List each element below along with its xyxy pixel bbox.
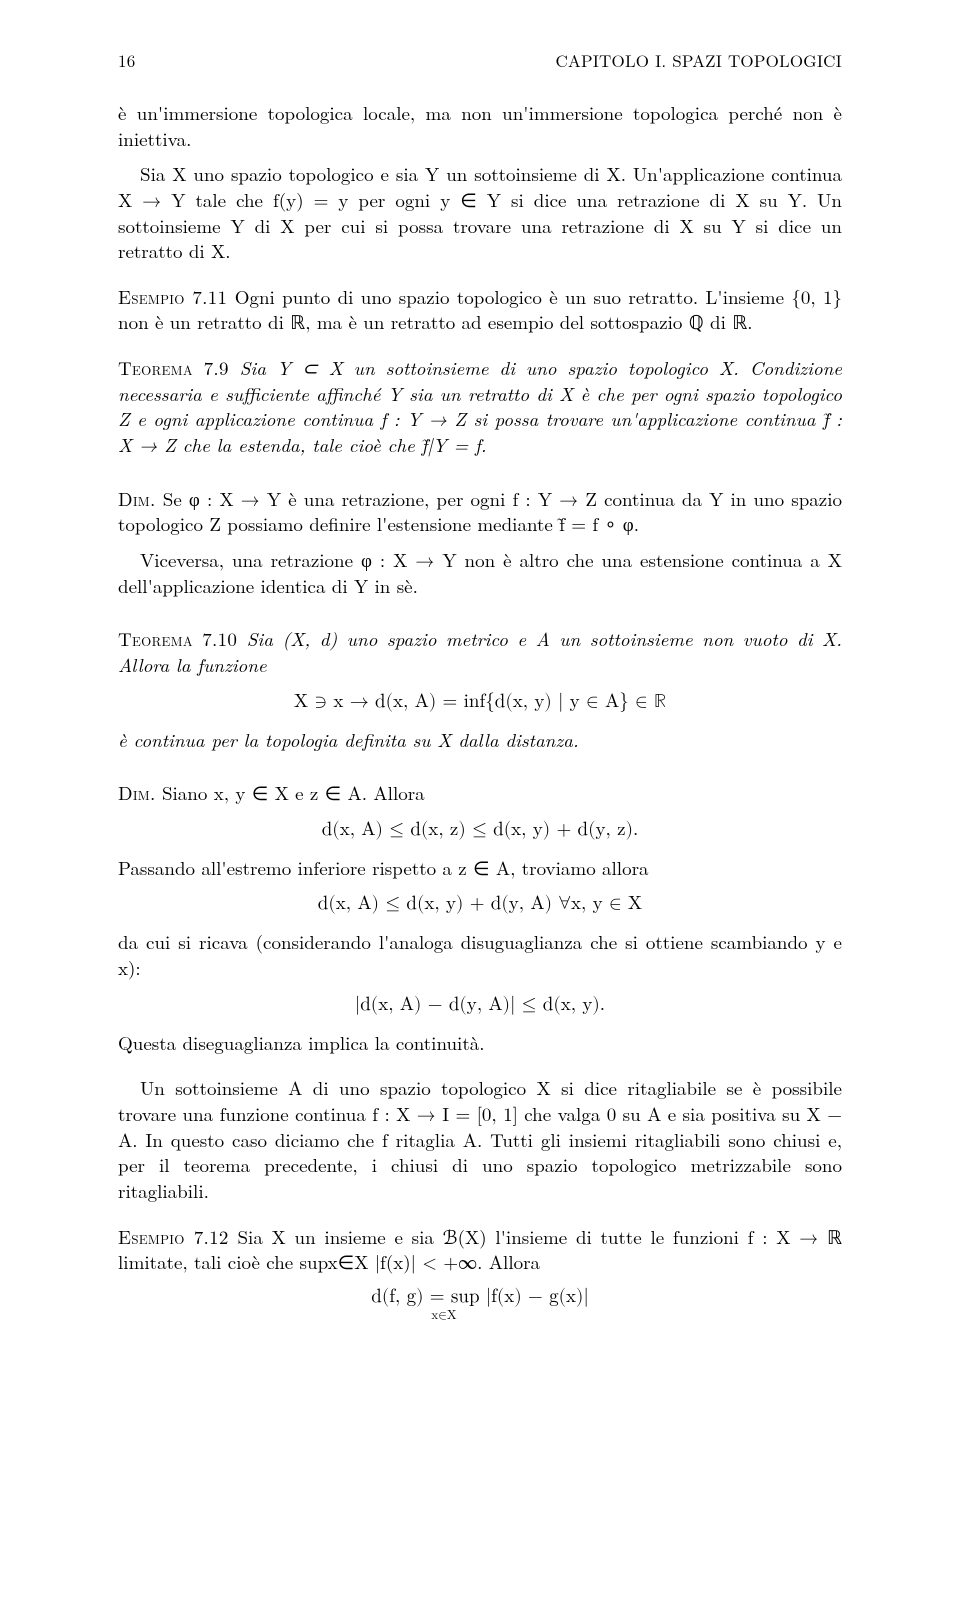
esempio-7-12: Esempio 7.12 Sia X un insieme e sia ℬ(X)…	[118, 1224, 842, 1275]
page: 16 CAPITOLO I. SPAZI TOPOLOGICI è un'imm…	[0, 0, 960, 1621]
equation-5-sub: x∈X	[431, 1309, 456, 1322]
paragraph-intro-2: Sia X uno spazio topologico e sia Y un s…	[118, 161, 842, 264]
paragraph-passando: Passando all'estremo inferiore rispetto …	[118, 855, 842, 881]
dim-label: Dim.	[118, 485, 156, 512]
chapter-title: CAPITOLO I. SPAZI TOPOLOGICI	[556, 48, 842, 72]
equation-5-top: d(f, g) = sup |f(x) − g(x)|	[118, 1287, 842, 1306]
running-header: 16 CAPITOLO I. SPAZI TOPOLOGICI	[118, 48, 842, 72]
paragraph-ritagliabile: Un sottoinsieme A di uno spazio topologi…	[118, 1075, 842, 1203]
teorema-7-10-after: è continua per la topologia definita su …	[118, 727, 842, 753]
equation-4: |d(x, A) − d(y, A)| ≤ d(x, y).	[118, 993, 842, 1016]
dim-2: Dim. Siano x, y ∈ X e z ∈ A. Allora	[118, 780, 842, 806]
equation-3: d(x, A) ≤ d(x, y) + d(y, A) ∀x, y ∈ X	[118, 892, 842, 915]
equation-5: d(f, g) = sup |f(x) − g(x)| x∈X	[118, 1287, 842, 1325]
page-number: 16	[118, 48, 135, 72]
paragraph-dacui: da cui si ricava (considerando l'analoga…	[118, 929, 842, 980]
dim-body: Se φ : X → Y è una retrazione, per ogni …	[118, 485, 842, 538]
esempio-7-11: Esempio 7.11 Ogni punto di uno spazio to…	[118, 284, 842, 335]
dim-label-2: Dim.	[118, 779, 156, 806]
teorema-7-9: Teorema 7.9 Sia Y ⊂ X un sottoinsieme di…	[118, 355, 842, 458]
teorema-label: Teorema 7.9	[118, 354, 229, 381]
esempio-label-2: Esempio 7.12	[118, 1223, 229, 1250]
paragraph-questa: Questa diseguaglianza implica la continu…	[118, 1030, 842, 1056]
equation-1: X ∋ x → d(x, A) = inf{d(x, y) | y ∈ A} ∈…	[118, 690, 842, 713]
dim-body-2: Siano x, y ∈ X e z ∈ A. Allora	[156, 779, 425, 806]
esempio-label: Esempio 7.11	[118, 283, 227, 310]
esempio-body: Ogni punto di uno spazio topologico è un…	[118, 283, 842, 336]
paragraph-intro-1: è un'immersione topologica locale, ma no…	[118, 100, 842, 151]
teorema-7-10: Teorema 7.10 Sia (X, d) uno spazio metri…	[118, 626, 842, 677]
dim-1: Dim. Se φ : X → Y è una retrazione, per …	[118, 486, 842, 537]
equation-2: d(x, A) ≤ d(x, z) ≤ d(x, y) + d(y, z).	[118, 818, 842, 841]
dim-1-p2: Viceversa, una retrazione φ : X → Y non …	[118, 547, 842, 598]
teorema-label-2: Teorema 7.10	[118, 625, 237, 652]
